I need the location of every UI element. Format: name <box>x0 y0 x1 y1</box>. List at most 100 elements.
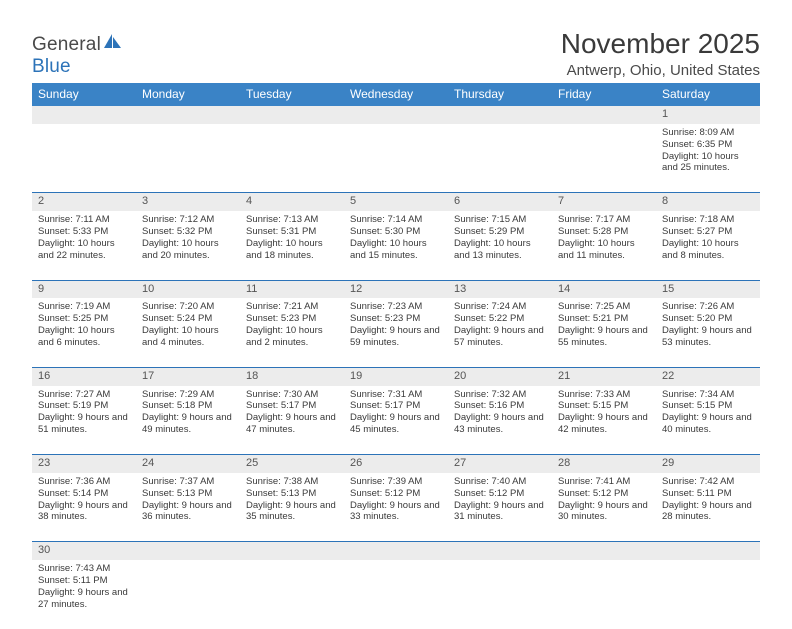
sunset-text: Sunset: 5:27 PM <box>662 226 756 238</box>
sunrise-text: Sunrise: 7:25 AM <box>558 301 652 313</box>
sunrise-text: Sunrise: 7:26 AM <box>662 301 756 313</box>
sunrise-text: Sunrise: 7:13 AM <box>246 214 340 226</box>
sunset-text: Sunset: 5:14 PM <box>38 488 132 500</box>
daylight-text: Daylight: 9 hours and 55 minutes. <box>558 325 652 349</box>
calendar-table: Sunday Monday Tuesday Wednesday Thursday… <box>32 83 760 629</box>
day-cell <box>240 124 344 193</box>
location-text: Antwerp, Ohio, United States <box>561 62 760 79</box>
day-number: 20 <box>448 367 552 385</box>
day-cell: Sunrise: 7:23 AMSunset: 5:23 PMDaylight:… <box>344 298 448 367</box>
day-number: 4 <box>240 193 344 211</box>
sunset-text: Sunset: 5:20 PM <box>662 313 756 325</box>
day-number: 30 <box>32 542 136 560</box>
day-number <box>656 542 760 560</box>
day-content: Sunrise: 7:11 AMSunset: 5:33 PMDaylight:… <box>38 214 132 262</box>
day-number: 2 <box>32 193 136 211</box>
day-content: Sunrise: 7:37 AMSunset: 5:13 PMDaylight:… <box>142 476 236 524</box>
day-number-row: 30 <box>32 542 760 560</box>
sunrise-text: Sunrise: 7:39 AM <box>350 476 444 488</box>
day-content: Sunrise: 7:32 AMSunset: 5:16 PMDaylight:… <box>454 389 548 437</box>
day-cell: Sunrise: 7:37 AMSunset: 5:13 PMDaylight:… <box>136 473 240 542</box>
day-content: Sunrise: 7:18 AMSunset: 5:27 PMDaylight:… <box>662 214 756 262</box>
sunrise-text: Sunrise: 7:32 AM <box>454 389 548 401</box>
day-header: Thursday <box>448 83 552 106</box>
sunrise-text: Sunrise: 7:12 AM <box>142 214 236 226</box>
sunset-text: Sunset: 5:24 PM <box>142 313 236 325</box>
sunrise-text: Sunrise: 7:11 AM <box>38 214 132 226</box>
day-content: Sunrise: 7:34 AMSunset: 5:15 PMDaylight:… <box>662 389 756 437</box>
day-cell: Sunrise: 7:13 AMSunset: 5:31 PMDaylight:… <box>240 211 344 280</box>
day-number-row: 9101112131415 <box>32 280 760 298</box>
sunrise-text: Sunrise: 7:43 AM <box>38 563 132 575</box>
day-number: 15 <box>656 280 760 298</box>
day-number: 7 <box>552 193 656 211</box>
day-content: Sunrise: 7:38 AMSunset: 5:13 PMDaylight:… <box>246 476 340 524</box>
header-row: GeneralBlue November 2025 Antwerp, Ohio,… <box>32 28 760 79</box>
daylight-text: Daylight: 9 hours and 42 minutes. <box>558 412 652 436</box>
day-content: Sunrise: 7:13 AMSunset: 5:31 PMDaylight:… <box>246 214 340 262</box>
daylight-text: Daylight: 9 hours and 31 minutes. <box>454 500 548 524</box>
week-row: Sunrise: 7:11 AMSunset: 5:33 PMDaylight:… <box>32 211 760 280</box>
daylight-text: Daylight: 10 hours and 6 minutes. <box>38 325 132 349</box>
day-header: Friday <box>552 83 656 106</box>
sunset-text: Sunset: 5:15 PM <box>662 400 756 412</box>
day-header: Tuesday <box>240 83 344 106</box>
daylight-text: Daylight: 9 hours and 49 minutes. <box>142 412 236 436</box>
sunset-text: Sunset: 5:13 PM <box>142 488 236 500</box>
daylight-text: Daylight: 9 hours and 28 minutes. <box>662 500 756 524</box>
sunrise-text: Sunrise: 7:34 AM <box>662 389 756 401</box>
day-content: Sunrise: 7:33 AMSunset: 5:15 PMDaylight:… <box>558 389 652 437</box>
week-row: Sunrise: 8:09 AMSunset: 6:35 PMDaylight:… <box>32 124 760 193</box>
day-number: 21 <box>552 367 656 385</box>
daylight-text: Daylight: 9 hours and 33 minutes. <box>350 500 444 524</box>
day-cell <box>552 560 656 629</box>
day-content: Sunrise: 7:20 AMSunset: 5:24 PMDaylight:… <box>142 301 236 349</box>
sunset-text: Sunset: 5:32 PM <box>142 226 236 238</box>
day-content: Sunrise: 7:29 AMSunset: 5:18 PMDaylight:… <box>142 389 236 437</box>
day-cell: Sunrise: 7:36 AMSunset: 5:14 PMDaylight:… <box>32 473 136 542</box>
day-content: Sunrise: 7:17 AMSunset: 5:28 PMDaylight:… <box>558 214 652 262</box>
sunset-text: Sunset: 5:17 PM <box>350 400 444 412</box>
sunrise-text: Sunrise: 8:09 AM <box>662 127 756 139</box>
sunset-text: Sunset: 5:22 PM <box>454 313 548 325</box>
day-number: 3 <box>136 193 240 211</box>
day-number: 12 <box>344 280 448 298</box>
sunrise-text: Sunrise: 7:18 AM <box>662 214 756 226</box>
brand-logo: GeneralBlue <box>32 28 122 78</box>
day-cell: Sunrise: 7:39 AMSunset: 5:12 PMDaylight:… <box>344 473 448 542</box>
day-number <box>136 542 240 560</box>
sunrise-text: Sunrise: 7:40 AM <box>454 476 548 488</box>
day-content: Sunrise: 7:23 AMSunset: 5:23 PMDaylight:… <box>350 301 444 349</box>
daylight-text: Daylight: 9 hours and 45 minutes. <box>350 412 444 436</box>
day-cell: Sunrise: 7:32 AMSunset: 5:16 PMDaylight:… <box>448 386 552 455</box>
day-number: 22 <box>656 367 760 385</box>
day-cell <box>136 560 240 629</box>
day-content: Sunrise: 7:12 AMSunset: 5:32 PMDaylight:… <box>142 214 236 262</box>
daylight-text: Daylight: 10 hours and 22 minutes. <box>38 238 132 262</box>
sunset-text: Sunset: 5:16 PM <box>454 400 548 412</box>
sunset-text: Sunset: 5:12 PM <box>558 488 652 500</box>
day-content: Sunrise: 7:26 AMSunset: 5:20 PMDaylight:… <box>662 301 756 349</box>
day-cell: Sunrise: 7:24 AMSunset: 5:22 PMDaylight:… <box>448 298 552 367</box>
day-number: 5 <box>344 193 448 211</box>
daylight-text: Daylight: 9 hours and 43 minutes. <box>454 412 548 436</box>
day-number: 16 <box>32 367 136 385</box>
day-number: 25 <box>240 455 344 473</box>
day-cell <box>240 560 344 629</box>
day-cell: Sunrise: 7:30 AMSunset: 5:17 PMDaylight:… <box>240 386 344 455</box>
sail-icon <box>104 34 122 55</box>
sunrise-text: Sunrise: 7:14 AM <box>350 214 444 226</box>
daylight-text: Daylight: 10 hours and 2 minutes. <box>246 325 340 349</box>
day-cell <box>344 124 448 193</box>
sunrise-text: Sunrise: 7:42 AM <box>662 476 756 488</box>
day-content: Sunrise: 7:14 AMSunset: 5:30 PMDaylight:… <box>350 214 444 262</box>
day-number <box>552 106 656 124</box>
sunset-text: Sunset: 5:15 PM <box>558 400 652 412</box>
sunset-text: Sunset: 5:28 PM <box>558 226 652 238</box>
day-cell <box>552 124 656 193</box>
day-content: Sunrise: 7:19 AMSunset: 5:25 PMDaylight:… <box>38 301 132 349</box>
day-header-row: Sunday Monday Tuesday Wednesday Thursday… <box>32 83 760 106</box>
daylight-text: Daylight: 9 hours and 27 minutes. <box>38 587 132 611</box>
day-number-row: 1 <box>32 106 760 124</box>
daylight-text: Daylight: 9 hours and 30 minutes. <box>558 500 652 524</box>
